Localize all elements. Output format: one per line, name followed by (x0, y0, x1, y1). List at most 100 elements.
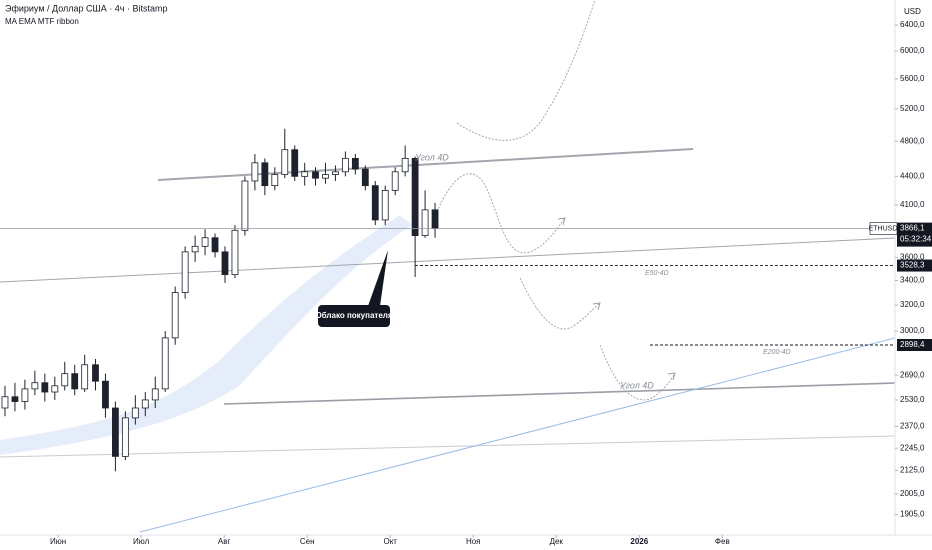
y-tick-label: 4100,0 (900, 200, 925, 209)
candle-body (21, 388, 29, 402)
candle-body (322, 174, 329, 179)
y-tick-label: 2370,0 (900, 421, 925, 430)
candle-body (421, 209, 429, 236)
y-tick-label: 1905,0 (900, 510, 925, 519)
candle-body (221, 251, 229, 276)
candle-body (411, 157, 419, 236)
candle-body (301, 171, 309, 177)
indicator-name: MA EMA MTF ribbon (5, 17, 79, 26)
candle-body (401, 157, 409, 173)
currency: USD (904, 7, 921, 16)
y-tick-label: 2005,0 (900, 489, 925, 498)
candle-body (371, 185, 379, 221)
x-tick-label: 2026 (630, 537, 648, 546)
projection (599, 344, 676, 401)
candle-body (431, 209, 439, 230)
x-tick-label: Окт (383, 537, 397, 546)
candle-body (151, 388, 159, 401)
projection (436, 173, 566, 254)
ema-ribbon (0, 215, 412, 455)
x-tick-label: Фев (715, 537, 730, 546)
y-tick-label: 5600,0 (900, 74, 925, 83)
trend-line (139, 337, 896, 533)
candle-body (191, 245, 199, 253)
y-tick-label: 2690,0 (900, 370, 925, 379)
candle-body (332, 171, 339, 175)
x-tick-label: Июл (133, 537, 150, 546)
candle-body (81, 364, 89, 390)
y-tick-label: 2125,0 (900, 466, 925, 475)
x-tick-label: Ноя (466, 537, 481, 546)
chart-title: Эфириум / Доллар США · 4ч · Bitstamp (5, 3, 168, 13)
price-label: 2898,4 (900, 340, 925, 349)
countdown: 05:32:34 (900, 235, 932, 244)
candle-body (312, 171, 319, 179)
candle-body (31, 382, 39, 390)
candle-body (241, 180, 249, 231)
candle-body (201, 237, 209, 247)
price-label-box (897, 259, 932, 272)
candle-body (381, 189, 389, 221)
marks (0, 128, 895, 472)
x-tick-label: Авг (218, 537, 231, 546)
y-tick-label: 2245,0 (900, 443, 925, 452)
candle-body (121, 417, 129, 457)
trend-line (223, 382, 896, 405)
candle-body (271, 174, 279, 187)
x-tick-label: Сен (300, 537, 315, 546)
y-tick-label: 4800,0 (900, 136, 925, 145)
candle-body (171, 292, 179, 339)
candle-body (391, 171, 399, 191)
candle-body (71, 373, 79, 390)
candle-body (211, 237, 219, 253)
trend-line (157, 148, 694, 181)
candle-body (1, 396, 9, 409)
y-tick-label: 3000,0 (900, 326, 925, 335)
trend-line (0, 435, 896, 458)
candle-body (61, 373, 69, 387)
arrow-heads (557, 217, 676, 381)
y-tick-label: 3600,0 (900, 253, 925, 262)
price-label: 3528,3 (900, 261, 925, 270)
y-tick-label: 3400,0 (900, 276, 925, 285)
y-tick-label: 3200,0 (900, 300, 925, 309)
candle-body (112, 407, 119, 457)
price-label-box (897, 339, 932, 352)
x-tick-label: Дек (550, 537, 564, 546)
trend-line (0, 237, 896, 283)
candle-body (131, 407, 139, 419)
projection (456, 0, 596, 141)
candle-body (291, 149, 299, 177)
candle-body (102, 380, 109, 409)
candle-body (361, 168, 369, 187)
annotation: E200-4D (763, 349, 791, 356)
x-tick-label: Июн (50, 537, 66, 546)
annotation: E50-4D (645, 270, 669, 277)
callout-text: Облако покупателя (315, 311, 392, 320)
projection (519, 277, 601, 330)
annotation: Угол 4D (619, 380, 654, 390)
y-tick-label: 5200,0 (900, 104, 925, 113)
candle-body (11, 396, 19, 402)
callout-box (318, 305, 390, 327)
y-tick-label: 4400,0 (900, 171, 925, 180)
candle-body (51, 385, 59, 393)
candle-body (92, 364, 99, 382)
candle-body (261, 162, 269, 187)
candle-body (161, 337, 169, 390)
candle-body (281, 149, 289, 175)
candle-body (251, 162, 259, 182)
candle-body (41, 382, 49, 393)
projection-curves (436, 0, 676, 401)
callout-pointer (368, 250, 388, 306)
candle-body (141, 399, 149, 409)
candle-body (181, 251, 189, 293)
candle-body (341, 157, 349, 173)
y-tick-label: 6400,0 (900, 20, 925, 29)
price-label-box (897, 222, 932, 247)
price-label: 3866,1 (900, 224, 925, 233)
y-tick-label: 6000,0 (900, 46, 925, 55)
